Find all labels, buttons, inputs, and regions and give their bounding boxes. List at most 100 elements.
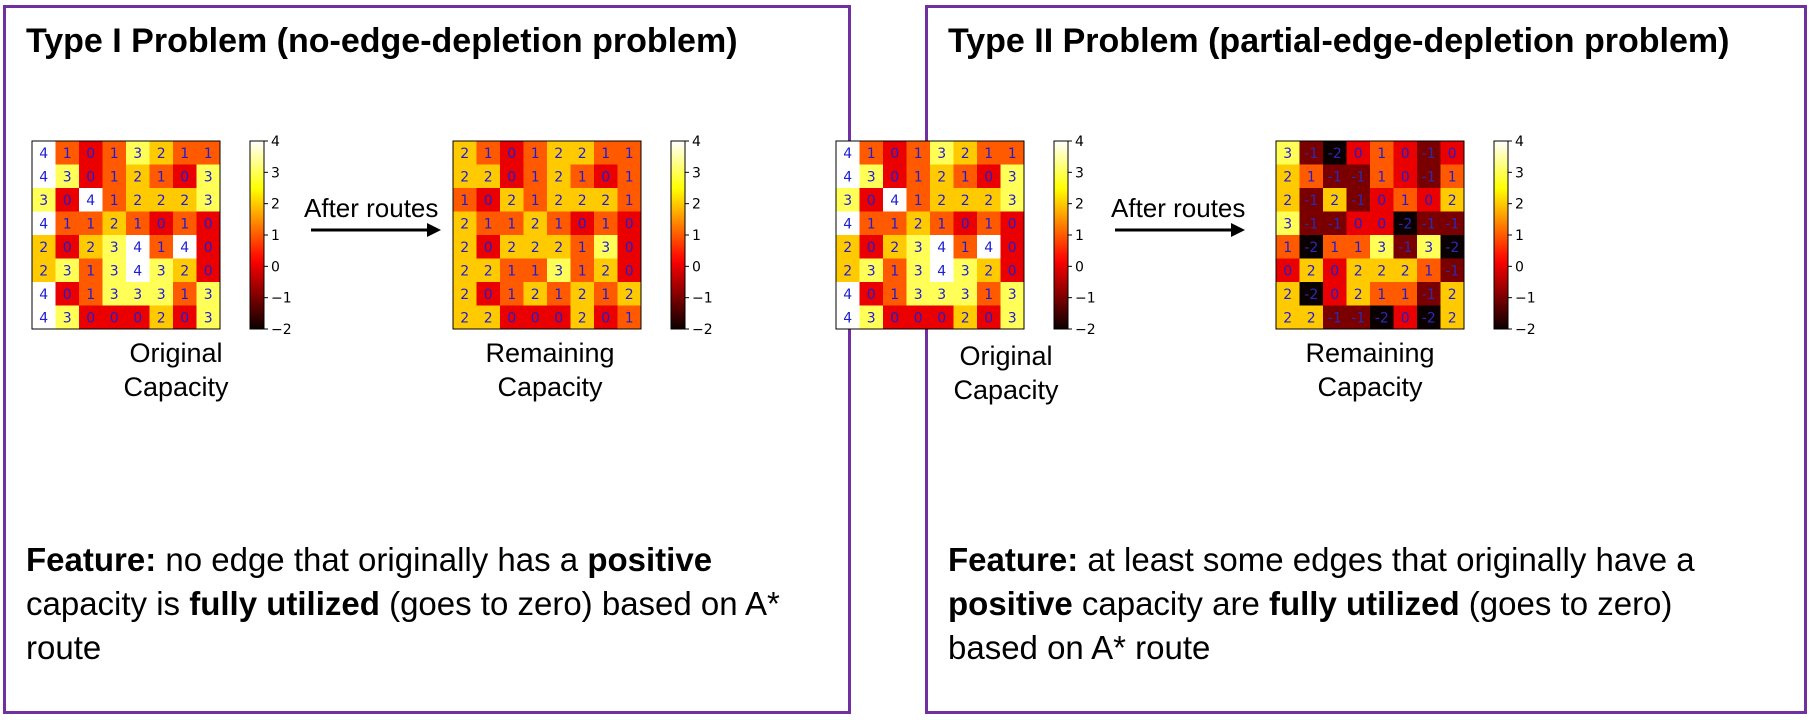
colorbar-tick-label: 4 xyxy=(1075,134,1084,150)
cell-value: 4 xyxy=(843,310,852,326)
cell-value: 1 xyxy=(1008,146,1017,162)
feature-emphasis: positive xyxy=(948,585,1073,622)
cell-value: 3 xyxy=(937,287,946,303)
heatmap-cell xyxy=(836,258,860,283)
feature-emphasis: fully utilized xyxy=(1268,585,1460,622)
heatmap-cell xyxy=(1323,164,1347,189)
cell-value: 3 xyxy=(63,310,72,326)
heatmap-cell xyxy=(500,235,524,259)
cell-value: 2 xyxy=(601,193,610,209)
heatmap-cell xyxy=(1000,235,1025,259)
heatmap-cell xyxy=(930,141,954,165)
heatmap-cell xyxy=(523,235,548,259)
cell-value: 1 xyxy=(625,169,634,185)
heatmap-cell xyxy=(149,164,174,189)
cell-value: 0 xyxy=(625,216,634,232)
colorbar-tick-label: 2 xyxy=(1515,197,1524,213)
cell-value: 1 xyxy=(1377,287,1386,303)
cell-value: 0 xyxy=(890,146,899,162)
cell-value: 3 xyxy=(867,169,876,185)
cell-value: -1 xyxy=(1445,263,1459,279)
cell-value: 0 xyxy=(1401,169,1410,185)
heatmap-cell xyxy=(953,282,978,306)
cell-value: 2 xyxy=(1307,310,1316,326)
cell-value: -1 xyxy=(1328,216,1342,232)
cell-value: 1 xyxy=(890,263,899,279)
cell-value: 1 xyxy=(1330,240,1339,256)
colorbar xyxy=(1493,140,1509,330)
heatmap-cell xyxy=(836,141,860,165)
cell-value: 0 xyxy=(1448,146,1457,162)
heatmap-cell xyxy=(594,258,618,283)
heatmap-cell xyxy=(836,305,860,330)
heatmap-cell xyxy=(1417,188,1441,212)
cell-value: -1 xyxy=(1351,169,1365,185)
cell-value: 1 xyxy=(1377,146,1386,162)
cell-value: 1 xyxy=(601,287,610,303)
cell-value: 2 xyxy=(961,193,970,209)
feature-emphasis: fully utilized xyxy=(189,585,380,622)
feature-text: Feature: at least some edges that origin… xyxy=(948,538,1738,670)
heatmap-cell xyxy=(196,282,221,306)
heatmap-cell xyxy=(1000,211,1025,236)
heatmap-cell xyxy=(1393,188,1418,212)
colorbar-tick-label: −2 xyxy=(1515,322,1536,338)
cell-value: 2 xyxy=(460,310,469,326)
heatmap-cell xyxy=(1276,235,1300,259)
colorbar-tick-label: 3 xyxy=(692,165,701,181)
feature-run: at least some edges that originally have… xyxy=(1078,541,1695,578)
colorbar-tick-label: −1 xyxy=(271,291,292,307)
heatmap-cell xyxy=(79,258,103,283)
panel-type-2: Type II Problem (partial-edge-depletion … xyxy=(835,5,1807,714)
heatmap-cell xyxy=(1346,211,1371,236)
heatmap-cell xyxy=(55,188,80,212)
heatmap-cell xyxy=(196,305,221,330)
caption-line: Remaining xyxy=(485,338,615,368)
heatmap-cell xyxy=(883,211,907,236)
cell-value: 1 xyxy=(937,216,946,232)
cell-value: 3 xyxy=(63,263,72,279)
cell-value: 1 xyxy=(86,287,95,303)
cell-value: 0 xyxy=(531,310,540,326)
cell-value: 1 xyxy=(890,216,899,232)
cell-value: 0 xyxy=(110,310,119,326)
heatmap-cell xyxy=(126,282,150,306)
heatmap-cell xyxy=(32,282,56,306)
cell-value: 0 xyxy=(86,169,95,185)
heatmap-cell xyxy=(836,282,860,306)
heatmap-cell xyxy=(500,258,524,283)
cell-value: 1 xyxy=(578,263,587,279)
colorbar-tick-label: 3 xyxy=(1515,165,1524,181)
cell-value: 2 xyxy=(937,169,946,185)
cell-value: 1 xyxy=(204,146,213,162)
cell-value: 2 xyxy=(1283,310,1292,326)
cell-value: 2 xyxy=(507,193,516,209)
heatmap-cell xyxy=(1000,258,1025,283)
heatmap-cell xyxy=(500,211,524,236)
cell-value: 2 xyxy=(1283,169,1292,185)
heatmap-cell xyxy=(547,164,571,189)
cell-value: 2 xyxy=(1283,287,1292,303)
cell-value: 1 xyxy=(1283,240,1292,256)
heatmap-cell xyxy=(126,258,150,283)
colorbar-tick-label: −1 xyxy=(692,291,713,307)
caption-line: Capacity xyxy=(497,372,603,402)
cell-value: 0 xyxy=(625,263,634,279)
cell-value: 3 xyxy=(601,240,610,256)
heatmap-cell xyxy=(1370,164,1394,189)
heatmap-cell xyxy=(79,282,103,306)
heatmap-cell xyxy=(173,305,197,330)
cell-value: 2 xyxy=(460,287,469,303)
colorbar-tick-label: 4 xyxy=(692,134,701,150)
cell-value: 1 xyxy=(554,216,563,232)
heatmap-cell xyxy=(196,188,221,212)
heatmap-cell xyxy=(126,164,150,189)
cell-value: 1 xyxy=(914,146,923,162)
heatmap-cell xyxy=(453,164,477,189)
cell-value: 1 xyxy=(578,169,587,185)
cell-value: 0 xyxy=(1008,216,1017,232)
heatmap-svg: 4 1 0 1 3 2 1 14 3 0 1 2 1 0 33 0 4 1 2 2 2 34 1 1 2 1 0 1 02 0 2 3 4 1 4 0… xyxy=(835,134,1096,338)
cell-value: 4 xyxy=(86,193,95,209)
cell-value: 3 xyxy=(867,263,876,279)
